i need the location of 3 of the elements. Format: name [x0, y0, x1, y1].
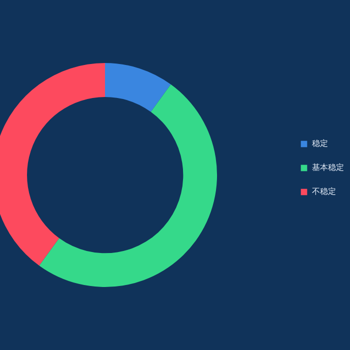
legend-label: 基本稳定 [312, 163, 344, 172]
legend-label: 不稳定 [312, 187, 336, 196]
legend-label: 稳定 [312, 139, 328, 148]
